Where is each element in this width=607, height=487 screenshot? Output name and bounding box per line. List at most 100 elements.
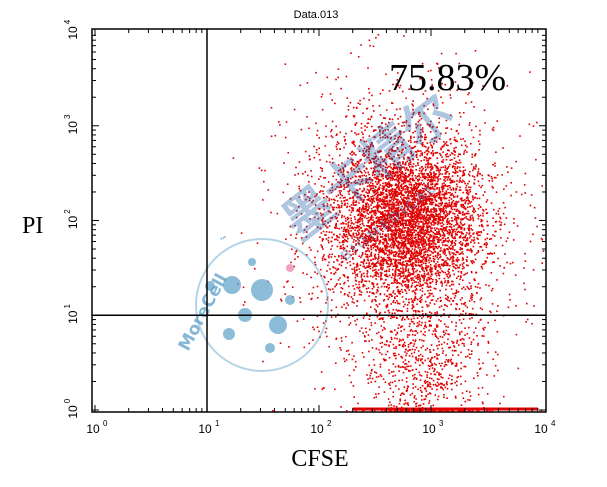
scatter-point: [306, 82, 309, 84]
scatter-point: [390, 136, 392, 139]
scatter-point: [429, 240, 432, 242]
scatter-point: [345, 182, 347, 185]
scatter-point: [388, 344, 390, 346]
scatter-point: [461, 251, 464, 253]
scatter-point: [419, 200, 421, 203]
scatter-point: [397, 177, 400, 180]
scatter-point: [371, 300, 373, 303]
scatter-point: [380, 268, 382, 270]
scatter-point: [354, 236, 356, 239]
scatter-point: [469, 189, 471, 191]
scatter-point: [399, 133, 402, 136]
scatter-point: [368, 266, 370, 268]
scatter-point: [404, 280, 407, 283]
scatter-point: [459, 225, 461, 228]
scatter-point: [425, 326, 428, 328]
scatter-point: [397, 210, 399, 213]
scatter-point: [443, 249, 445, 251]
scatter-point: [382, 117, 385, 119]
scatter-point: [450, 206, 453, 208]
scatter-point: [355, 269, 358, 272]
scatter-point: [455, 264, 457, 266]
scatter-point: [447, 237, 449, 239]
scatter-point: [364, 129, 366, 132]
scatter-point: [429, 173, 432, 176]
scatter-point: [402, 242, 404, 245]
scatter-point: [440, 239, 442, 241]
scatter-point: [453, 157, 456, 159]
scatter-point: [393, 172, 396, 174]
scatter-point: [416, 149, 419, 152]
scatter-point: [387, 185, 389, 188]
scatter-point: [444, 172, 447, 175]
scatter-point: [459, 153, 461, 156]
scatter-point: [366, 271, 369, 273]
scatter-point: [361, 261, 364, 264]
scatter-point: [319, 167, 322, 169]
scatter-point: [371, 197, 373, 200]
scatter-point: [398, 209, 400, 212]
scatter-point: [418, 175, 420, 177]
scatter-point: [408, 173, 410, 176]
scatter-point: [465, 216, 468, 218]
scatter-point: [473, 178, 476, 181]
scatter-point: [403, 318, 406, 321]
scatter-point: [421, 197, 423, 199]
scatter-point: [395, 211, 397, 214]
scatter-point: [534, 217, 537, 219]
scatter-point: [378, 251, 380, 253]
scatter-point: [351, 209, 353, 211]
scatter-point: [432, 152, 435, 155]
scatter-point: [434, 210, 436, 213]
scatter-point: [333, 261, 335, 263]
scatter-point: [311, 175, 313, 178]
scatter-point: [391, 268, 394, 271]
scatter-point: [401, 261, 404, 264]
scatter-point: [373, 176, 376, 179]
scatter-point: [337, 206, 340, 209]
scatter-point: [373, 274, 376, 277]
scatter-point: [435, 200, 438, 202]
scatter-point: [416, 218, 419, 221]
scatter-point: [362, 194, 365, 197]
scatter-point: [333, 233, 335, 236]
scatter-point: [376, 238, 378, 241]
scatter-point: [479, 173, 481, 175]
scatter-point: [460, 233, 463, 235]
scatter-point: [369, 275, 372, 277]
scatter-point: [411, 262, 414, 264]
scatter-point: [391, 102, 393, 104]
scatter-point: [425, 210, 427, 213]
scatter-point: [423, 204, 425, 207]
scatter-point: [409, 139, 412, 142]
scatter-point: [394, 198, 397, 200]
scatter-point: [343, 357, 345, 360]
scatter-point: [424, 293, 426, 296]
scatter-point: [396, 264, 399, 267]
scatter-point: [321, 388, 324, 391]
scatter-point: [387, 165, 390, 168]
scatter-point: [358, 281, 360, 283]
scatter-point: [289, 225, 292, 228]
scatter-point: [418, 173, 420, 175]
scatter-point: [407, 188, 409, 191]
scatter-point: [365, 175, 367, 177]
scatter-point: [427, 163, 430, 166]
scatter-point: [444, 166, 447, 169]
scatter-point: [373, 209, 375, 212]
scatter-point: [356, 249, 359, 251]
scatter-point: [331, 157, 334, 160]
scatter-point: [412, 171, 414, 174]
scatter-point: [358, 207, 361, 209]
scatter-point: [405, 260, 407, 262]
scatter-point: [414, 275, 416, 278]
scatter-point: [407, 284, 409, 286]
scatter-point: [445, 141, 448, 143]
scatter-point: [381, 258, 383, 261]
scatter-point: [428, 187, 430, 189]
scatter-point: [376, 177, 379, 180]
scatter-point: [396, 224, 398, 226]
scatter-point: [349, 227, 351, 230]
scatter-point: [468, 282, 471, 284]
scatter-point: [486, 237, 489, 240]
